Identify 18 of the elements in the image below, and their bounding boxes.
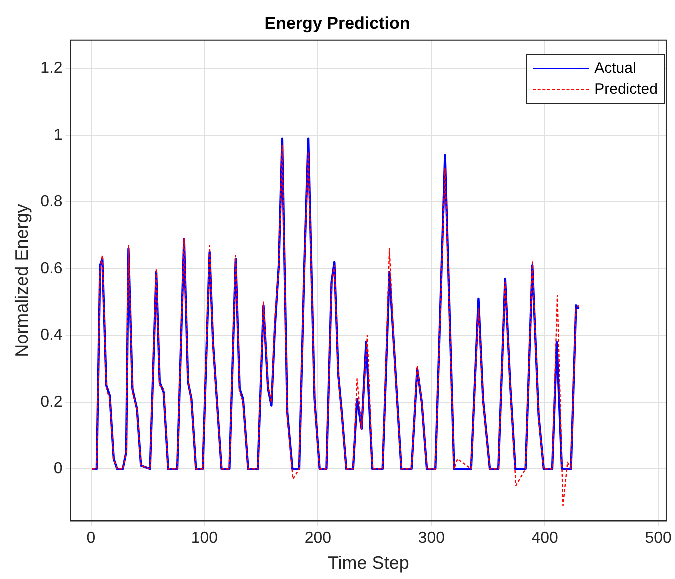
y-tick-label: 0.4 <box>40 327 63 344</box>
x-tick-label: 500 <box>645 530 672 548</box>
y-tick-label: 0.8 <box>40 194 63 211</box>
x-tick-label: 200 <box>304 530 332 548</box>
x-tick-label: 0 <box>86 530 96 548</box>
x-tick-label: 400 <box>532 530 559 548</box>
x-axis-title: Time Step <box>328 553 410 574</box>
y-tick-label: 0.6 <box>40 260 63 278</box>
x-tick-label: 300 <box>418 530 446 548</box>
y-tick-label: 0.2 <box>40 394 63 411</box>
chart-title: Energy Prediction <box>264 14 410 33</box>
legend-label: Actual <box>594 59 636 79</box>
y-tick-label: 1 <box>54 126 63 144</box>
y-axis-title: Normalized Energy <box>12 204 32 358</box>
y-tick-label: 1.2 <box>40 60 63 78</box>
legend-label: Predicted <box>594 80 658 100</box>
x-tick-label: 100 <box>191 530 218 548</box>
y-tick-label: 0 <box>54 460 63 478</box>
